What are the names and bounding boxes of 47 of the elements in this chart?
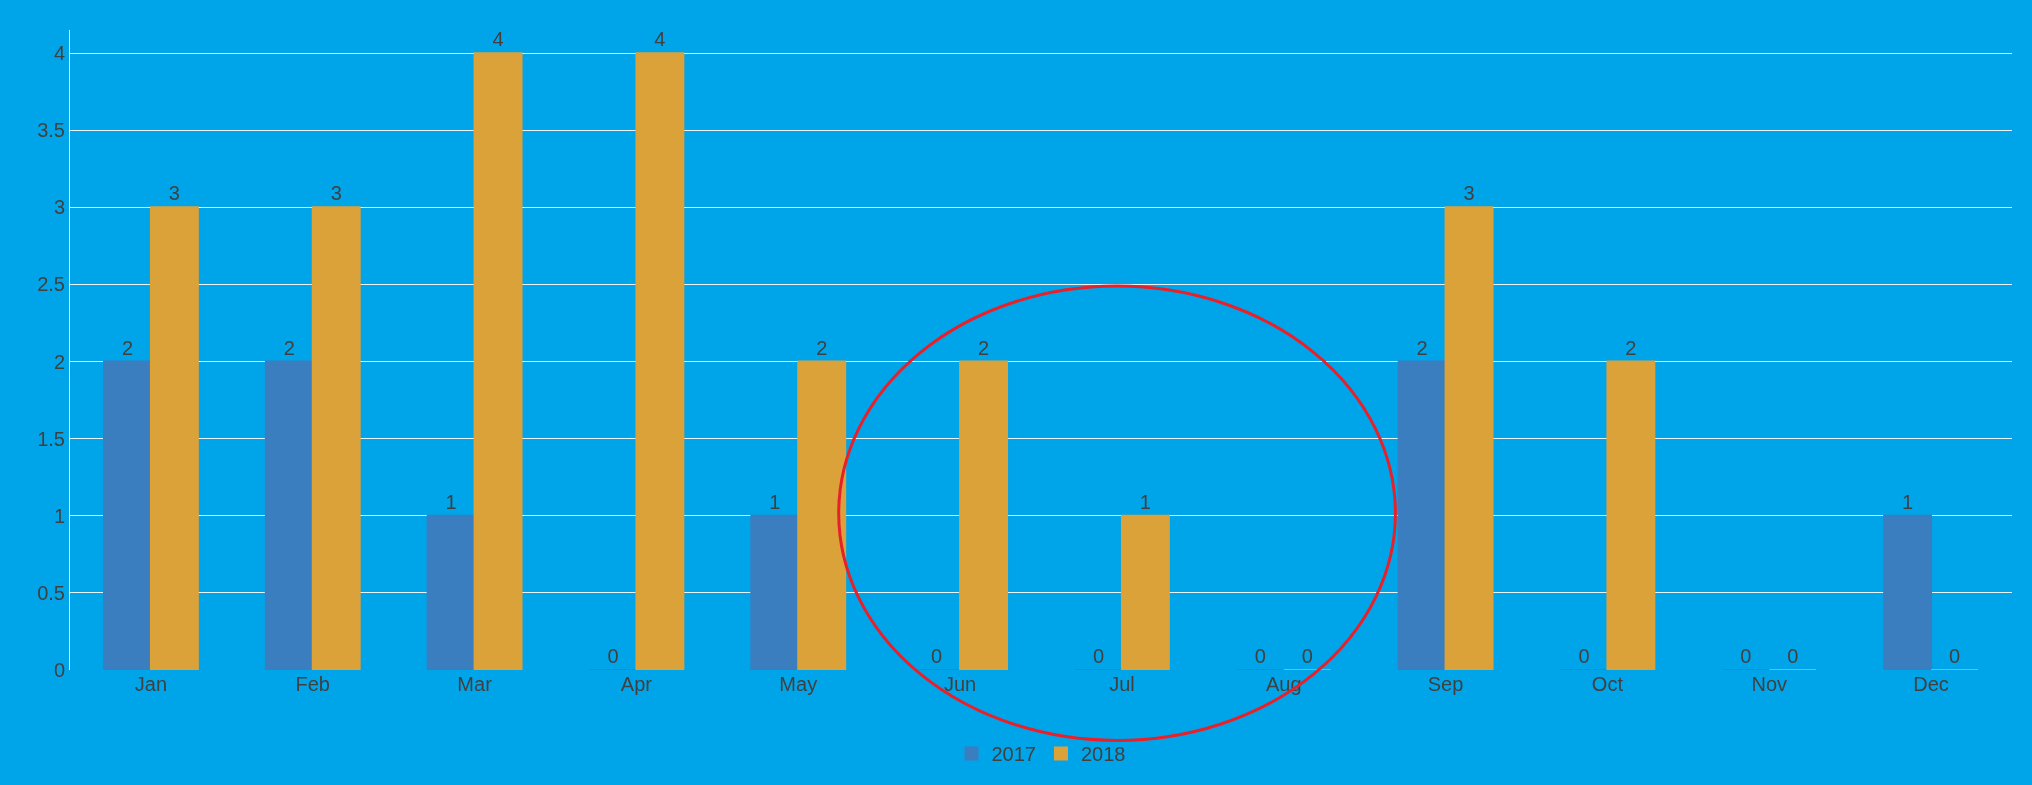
data-label: 2 [977, 336, 990, 359]
data-label: 1 [769, 490, 781, 513]
y-tick-label: 3 [53, 196, 65, 219]
x-tick-label: Jul [1109, 673, 1135, 695]
y-tick-label: 4 [53, 42, 65, 65]
data-label: 1 [445, 490, 457, 513]
x-tick-label: Aug [1265, 673, 1302, 695]
y-tick-label: 1.5 [37, 427, 65, 450]
y-tick-label: 2 [53, 350, 65, 373]
x-tick-label: Feb [295, 673, 330, 695]
data-label: 4 [654, 28, 666, 51]
x-tick-label: Jan [134, 673, 168, 695]
data-label: 0 [607, 645, 619, 667]
data-label: 4 [492, 28, 504, 51]
data-label: 2 [816, 336, 828, 359]
data-label: 0 [1301, 645, 1313, 667]
x-tick-label: Dec [1913, 673, 1949, 695]
data-label: 0 [1948, 645, 1961, 667]
y-tick-label: 1 [53, 504, 65, 527]
data-label: 1 [1139, 490, 1151, 513]
x-tick-label: Nov [1751, 673, 1788, 695]
x-tick-label: May [779, 673, 818, 695]
data-label: 2 [283, 336, 295, 359]
x-tick-label: Mar [457, 673, 493, 695]
data-label: 3 [330, 182, 342, 205]
y-tick-label: 2.5 [37, 273, 65, 296]
x-tick-label: Jun [943, 673, 977, 695]
legend-label: 2018 [1081, 743, 1126, 766]
x-tick-label: Sep [1427, 673, 1464, 695]
data-label: 0 [1092, 645, 1105, 667]
data-label: 1 [1902, 490, 1914, 513]
data-label: 3 [1463, 182, 1475, 205]
x-tick-label: Apr [620, 673, 653, 695]
data-label: 0 [1578, 645, 1590, 667]
data-label: 0 [1254, 645, 1266, 667]
data-label: 2 [121, 336, 134, 359]
data-label: 0 [1740, 645, 1752, 667]
data-label: 0 [1787, 645, 1799, 667]
legend-label: 2017 [991, 743, 1036, 766]
data-label: 2 [1416, 336, 1428, 359]
y-tick-label: 3.5 [37, 119, 65, 142]
x-tick-label: Oct [1591, 673, 1624, 695]
y-tick-label: 0.5 [37, 581, 65, 604]
data-label: 3 [168, 182, 180, 205]
data-label: 0 [931, 645, 943, 667]
data-label: 2 [1625, 336, 1637, 359]
y-tick-label: 0 [53, 659, 65, 681]
